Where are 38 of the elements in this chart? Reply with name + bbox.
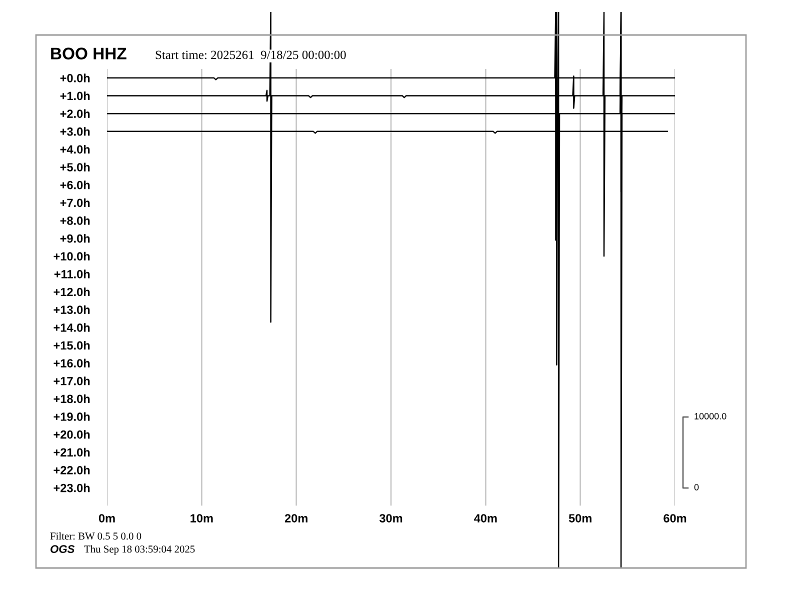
x-tick-label: 0m — [98, 514, 115, 522]
text: 10000.0 — [694, 413, 726, 420]
y-tick-label: +18.0h — [54, 394, 90, 404]
text: 0 — [694, 484, 699, 490]
y-tick-label: +7.0h — [60, 198, 90, 208]
y-tick-label: +20.0h — [54, 430, 90, 439]
x-tick-label: 50m — [568, 514, 592, 522]
x-tick-label: 40m — [474, 514, 497, 522]
text: BOO HHZ — [51, 48, 126, 60]
y-tick-label: +23.0h — [54, 484, 90, 492]
y-tick-label: +12.0h — [54, 288, 90, 296]
y-tick-label: +5.0h — [60, 162, 90, 172]
y-tick-label: +21.0h — [54, 448, 90, 457]
y-tick-label: +8.0h — [60, 216, 90, 225]
y-tick-label: +14.0h — [54, 323, 90, 332]
y-tick-label: +16.0h — [54, 358, 90, 368]
annotation: Filter: BW 0.5 5 0.0 0 — [50, 532, 142, 540]
annotation: Thu Sep 18 03:59:04 2025 — [84, 545, 195, 555]
y-tick-label: +13.0h — [54, 305, 90, 314]
y-tick-label: +9.0h — [60, 234, 90, 243]
y-tick-label: +17.0h — [54, 376, 90, 386]
y-tick-label: +3.0h — [60, 127, 90, 136]
x-tick-label: 10m — [190, 514, 213, 522]
y-tick-label: +6.0h — [60, 180, 90, 190]
x-tick-label: 30m — [379, 514, 402, 522]
y-tick-label: +10.0h — [54, 252, 90, 261]
y-tick-label: +4.0h — [60, 144, 90, 154]
y-tick-label: +0.0h — [60, 74, 90, 82]
x-tick-label: 60m — [664, 514, 686, 522]
y-tick-label: +1.0h — [60, 91, 90, 100]
y-tick-label: +15.0h — [54, 340, 90, 350]
y-tick-label: +2.0h — [60, 109, 90, 118]
x-tick-label: 20m — [284, 514, 308, 522]
text: OGS — [50, 545, 75, 553]
y-tick-label: +22.0h — [54, 466, 90, 474]
text: Start time: 2025261 9/18/25 00:00:00 — [156, 50, 346, 60]
y-tick-label: +19.0h — [54, 412, 90, 421]
y-tick-label: +11.0h — [54, 270, 90, 278]
